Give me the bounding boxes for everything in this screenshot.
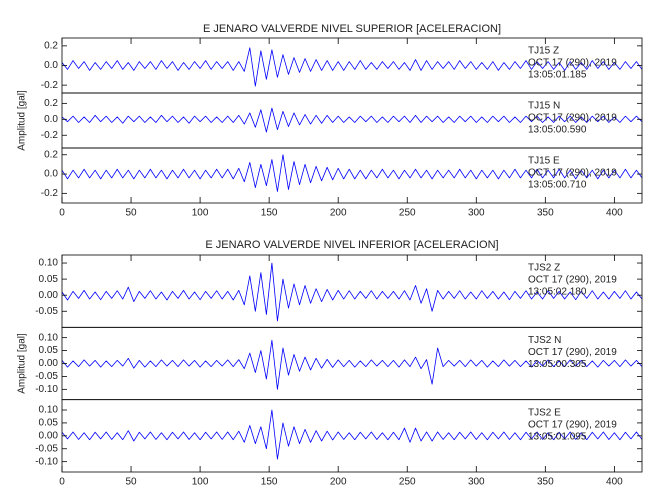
x-tick-label: 200 <box>330 208 347 219</box>
y-axis-label: Amplitud [gal] <box>17 333 28 394</box>
waveform <box>61 47 643 87</box>
trace-name: TJS2 Z <box>528 263 560 274</box>
x-tick-label: 350 <box>537 208 554 219</box>
y-axis-label: Amplitud [gal] <box>17 90 28 151</box>
y-tick-label: 0.10 <box>39 332 59 343</box>
trace-time: 13:05:02.180 <box>528 287 587 298</box>
y-tick-label: 0.00 <box>39 430 59 441</box>
trace-time: 13:05:01.185 <box>528 70 587 81</box>
x-tick-label: 300 <box>468 477 485 488</box>
x-tick-label: 0 <box>59 477 65 488</box>
y-tick-label: 0.0 <box>44 60 58 71</box>
y-tick-label: 0.05 <box>39 418 59 429</box>
trace-name: TJ15 Z <box>528 46 559 57</box>
x-tick-label: 0 <box>59 208 65 219</box>
chart-title: E JENARO VALVERDE NIVEL SUPERIOR [ACELER… <box>203 23 501 35</box>
x-tick-label: 50 <box>125 208 137 219</box>
trace-time: 13:05:00.710 <box>528 180 587 191</box>
y-tick-label: 0.2 <box>44 149 58 160</box>
y-tick-label: -0.05 <box>35 371 58 382</box>
y-tick-label: -0.2 <box>41 130 59 141</box>
x-tick-label: 250 <box>399 208 416 219</box>
y-tick-label: 0.10 <box>39 258 59 269</box>
x-tick-label: 150 <box>261 208 278 219</box>
y-tick-label: 0.00 <box>39 358 59 369</box>
y-tick-label: 0.0 <box>44 169 58 180</box>
waveform <box>61 409 643 460</box>
y-tick-label: 0.00 <box>39 290 59 301</box>
y-tick-label: -0.10 <box>35 384 58 395</box>
waveform <box>61 107 643 133</box>
trace-name: TJS2 N <box>528 335 561 346</box>
chart-title: E JENARO VALVERDE NIVEL INFERIOR [ACELER… <box>205 239 498 251</box>
x-tick-label: 200 <box>330 477 347 488</box>
trace-time: 13:05:01.095 <box>528 431 587 442</box>
y-tick-label: 0.2 <box>44 98 58 109</box>
y-tick-label: 0.05 <box>39 345 59 356</box>
y-tick-label: 0.2 <box>44 40 58 51</box>
y-tick-label: 0.05 <box>39 274 59 285</box>
waveform <box>61 262 643 322</box>
x-tick-label: 400 <box>606 477 623 488</box>
y-tick-label: 0.10 <box>39 405 59 416</box>
x-tick-label: 50 <box>125 477 137 488</box>
trace-date: OCT 17 (290), 2019 <box>528 347 617 358</box>
trace-date: OCT 17 (290), 2019 <box>528 419 617 430</box>
x-tick-label: 300 <box>468 208 485 219</box>
trace-frame <box>61 147 643 204</box>
trace-time: 13:05:00.305 <box>528 359 587 370</box>
trace-name: TJ15 E <box>528 156 560 167</box>
x-tick-label: 400 <box>606 208 623 219</box>
x-tick-label: 100 <box>192 477 209 488</box>
y-tick-label: -0.10 <box>35 456 58 467</box>
y-tick-label: -0.05 <box>35 306 58 317</box>
waveform <box>61 154 643 192</box>
y-tick-label: -0.2 <box>41 80 59 91</box>
y-tick-label: 0.0 <box>44 114 58 125</box>
y-tick-label: -0.2 <box>41 188 59 199</box>
x-tick-label: 250 <box>399 477 416 488</box>
waveform <box>61 339 643 390</box>
trace-time: 13:05:00.590 <box>528 125 587 136</box>
y-tick-label: -0.05 <box>35 443 58 454</box>
x-tick-label: 150 <box>261 477 278 488</box>
trace-date: OCT 17 (290), 2019 <box>528 113 617 124</box>
trace-date: OCT 17 (290), 2019 <box>528 58 617 69</box>
trace-date: OCT 17 (290), 2019 <box>528 275 617 286</box>
trace-name: TJS2 E <box>528 407 561 418</box>
trace-name: TJ15 N <box>528 101 560 112</box>
x-tick-label: 100 <box>192 208 209 219</box>
x-tick-label: 350 <box>537 477 554 488</box>
trace-date: OCT 17 (290), 2019 <box>528 168 617 179</box>
